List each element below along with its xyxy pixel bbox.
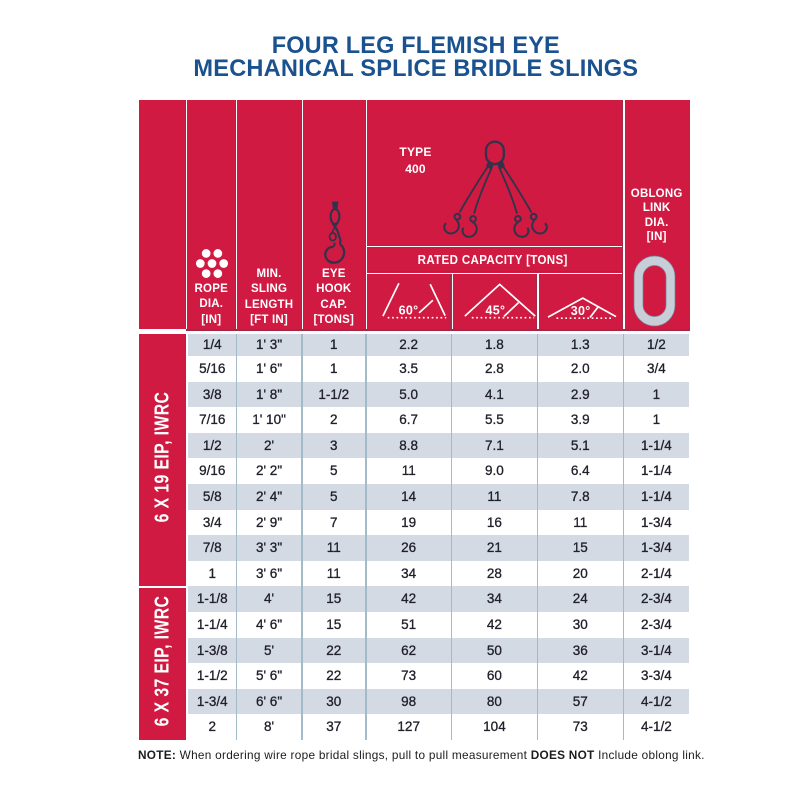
svg-text:60°: 60°: [399, 304, 419, 318]
svg-text:30°: 30°: [571, 304, 591, 318]
svg-text:45°: 45°: [485, 304, 505, 318]
